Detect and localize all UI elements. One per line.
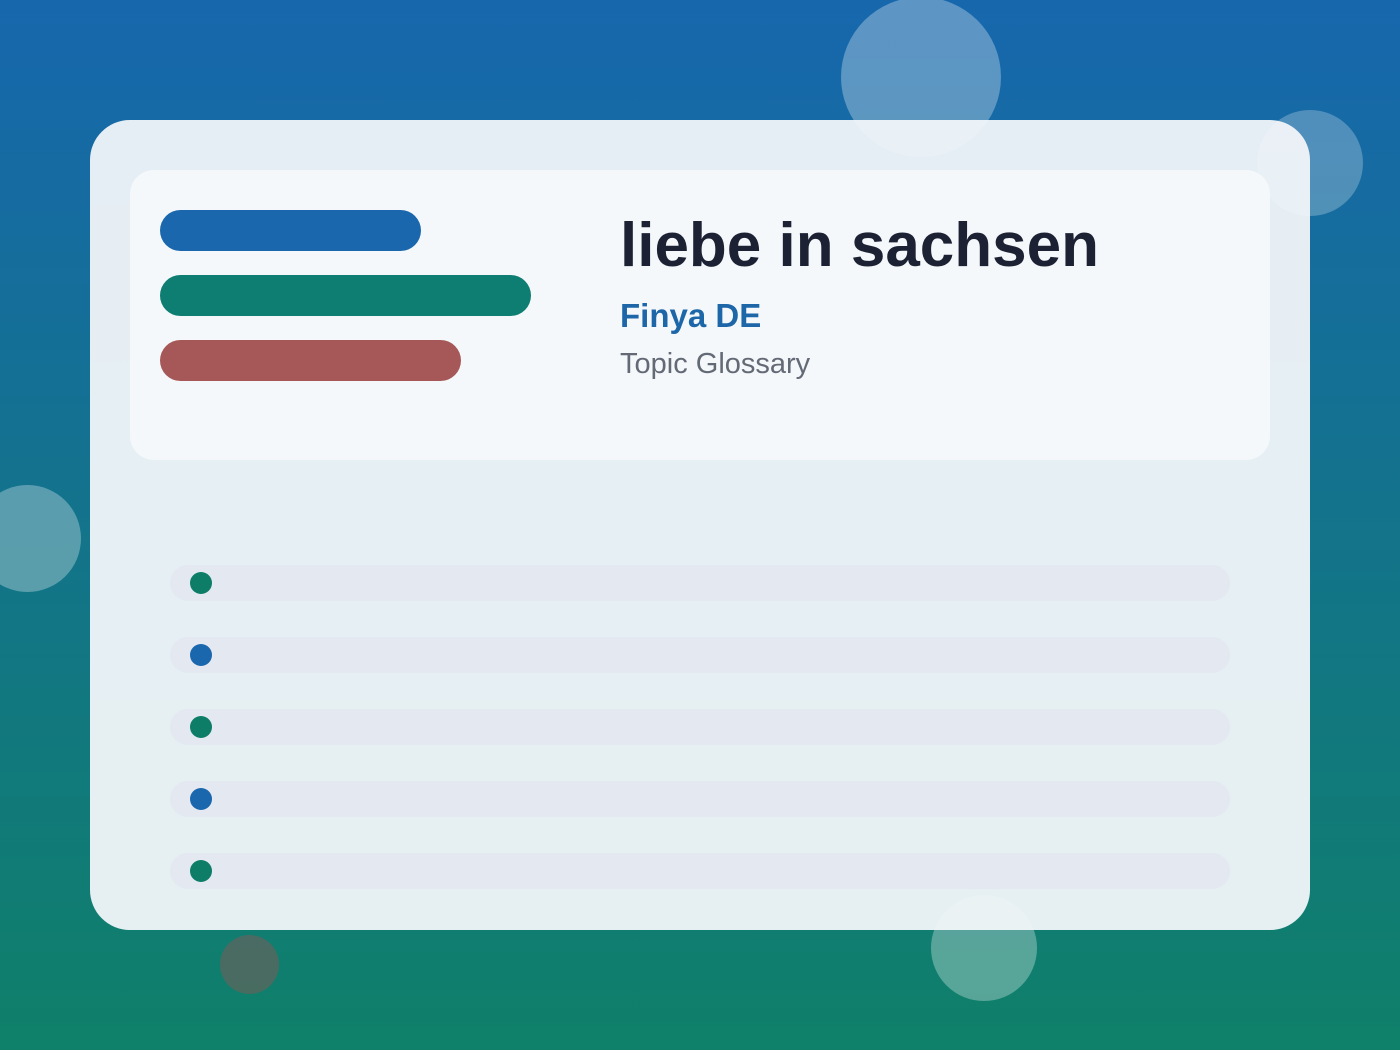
dot <box>190 644 212 666</box>
dot <box>190 860 212 882</box>
subtitle: Topic Glossary <box>620 348 811 380</box>
list-row <box>170 637 1230 673</box>
card: liebe in sachsen Finya DE Topic Glossary <box>90 120 1310 930</box>
bubble <box>220 935 279 994</box>
accent-bar <box>160 340 461 381</box>
list-row <box>170 781 1230 817</box>
dot <box>190 716 212 738</box>
title: liebe in sachsen <box>620 211 1099 280</box>
dot <box>190 788 212 810</box>
dot <box>190 572 212 594</box>
bubble <box>0 485 81 592</box>
list-row <box>170 565 1230 601</box>
header-panel: liebe in sachsen Finya DE Topic Glossary <box>130 170 1270 460</box>
accent-bar <box>160 210 421 251</box>
accent-bar <box>160 275 531 316</box>
list-row <box>170 709 1230 745</box>
brand: Finya DE <box>620 297 762 334</box>
list-row <box>170 853 1230 889</box>
